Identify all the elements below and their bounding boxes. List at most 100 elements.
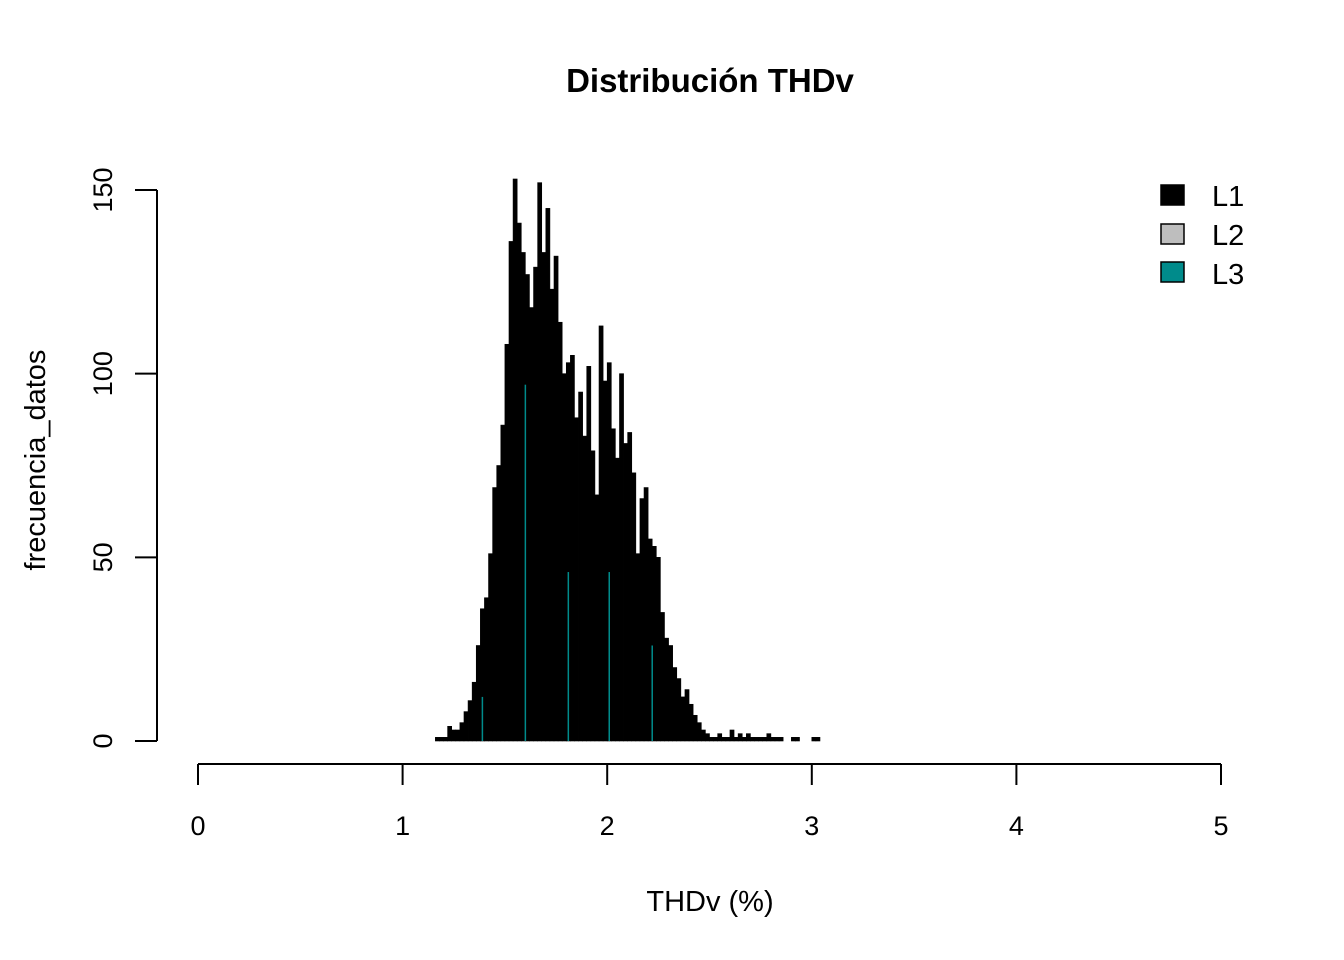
bar-l1-2.84 [778, 737, 784, 742]
bar-l1-2.44 [696, 722, 702, 742]
x-tick-label-5: 5 [1213, 811, 1228, 841]
bar-l1-2.70 [750, 737, 755, 742]
y-tick-label-100: 100 [88, 351, 118, 396]
bar-l1-1.54 [512, 178, 518, 742]
bar-l1-1.30 [463, 711, 469, 742]
x-tick-label-1: 1 [395, 811, 410, 841]
bar-l1-2.08 [623, 443, 628, 742]
bar-l1-1.48 [500, 424, 506, 742]
bar-l1-1.34 [471, 681, 477, 742]
bar-l1-2.50 [709, 737, 714, 742]
bar-l1-2.68 [746, 733, 751, 742]
bar-l1-2.72 [754, 737, 759, 742]
bar-l1-2.66 [741, 737, 747, 742]
bar-l1-1.50 [504, 343, 510, 742]
bar-l1-1.96 [598, 325, 604, 742]
bar-l1-2.32 [672, 667, 678, 742]
bar-l1-1.56 [516, 222, 522, 742]
bar-l1-2.06 [619, 373, 624, 742]
bar-l1-3.02 [815, 737, 821, 742]
bar-l1-2.48 [705, 733, 710, 742]
bar-l1-1.84 [574, 417, 579, 742]
bar-l1-2.12 [631, 472, 637, 742]
bar-l1-2.82 [774, 737, 780, 742]
y-tick-label-0: 0 [88, 733, 118, 748]
bar-l1-1.16 [435, 737, 440, 742]
bar-l1-2.60 [729, 729, 735, 742]
x-axis: 0 1 2 3 4 5 [190, 763, 1229, 841]
x-tick-label-0: 0 [190, 811, 205, 841]
x-axis-title: THDv (%) [646, 886, 773, 918]
bar-l1-1.18 [439, 737, 444, 742]
bar-l1-1.22 [447, 726, 452, 742]
series-l3-bars [481, 384, 653, 741]
bar-l1-1.42 [488, 553, 493, 742]
legend-swatch-l2 [1160, 223, 1185, 245]
bar-l1-2.04 [615, 457, 620, 742]
bar-l1-1.46 [496, 465, 502, 742]
y-axis: 0 50 100 150 [88, 167, 158, 749]
bar-l3-2.00 [608, 572, 610, 741]
bar-l3-2.21 [651, 645, 653, 741]
bar-l1-2.26 [660, 612, 665, 742]
bar-l1-2.78 [766, 733, 772, 742]
bar-l1-3.00 [811, 737, 817, 742]
bar-l3-1.80 [567, 572, 570, 741]
bar-l3-1.38 [481, 696, 484, 741]
bar-l1-1.20 [443, 737, 448, 742]
bar-l1-1.62 [529, 307, 534, 742]
bar-l1-1.94 [594, 494, 600, 742]
bar-l1-1.86 [578, 391, 583, 742]
bar-l1-1.88 [582, 435, 588, 742]
legend-swatch-l3 [1160, 261, 1185, 283]
bar-l1-1.52 [508, 241, 514, 742]
bar-l1-2.02 [610, 428, 616, 742]
bar-l1-2.34 [676, 678, 682, 742]
bar-l1-1.90 [586, 366, 592, 742]
bar-l3-1.59 [524, 384, 527, 741]
bar-l1-2.54 [717, 733, 723, 742]
bar-l1-2.64 [737, 733, 743, 742]
series-l1-bars [435, 178, 821, 742]
bar-l1-1.24 [451, 729, 457, 742]
bar-l1-2.74 [758, 737, 763, 742]
y-tick-label-50: 50 [88, 542, 118, 572]
bar-l1-2.80 [770, 737, 776, 742]
bar-l1-1.72 [549, 288, 555, 742]
bar-l1-1.92 [590, 450, 596, 742]
bar-l1-2.40 [688, 703, 694, 742]
bar-l1-1.40 [484, 597, 489, 742]
bar-l1-2.28 [664, 637, 669, 742]
bar-l1-2.90 [791, 737, 796, 742]
bar-l1-1.64 [533, 266, 538, 742]
bar-l1-2.38 [684, 689, 690, 742]
bar-l1-2.16 [639, 498, 645, 742]
bar-l1-1.74 [553, 255, 559, 742]
bar-l1-1.78 [561, 373, 567, 742]
x-tick-label-2: 2 [600, 811, 615, 841]
bar-l1-2.24 [655, 557, 661, 742]
bar-l1-1.98 [602, 380, 608, 742]
y-axis-title: frecuencia_datos [20, 350, 52, 571]
bar-l1-2.62 [733, 737, 739, 742]
bar-l1-2.92 [795, 737, 800, 742]
bar-l1-2.42 [692, 714, 698, 742]
bar-l1-1.28 [459, 722, 465, 742]
bar-l1-2.14 [635, 553, 641, 742]
bar-l1-2.76 [762, 737, 768, 742]
bar-l1-2.58 [725, 737, 731, 742]
bar-l1-1.82 [570, 354, 575, 742]
x-tick-label-3: 3 [804, 811, 819, 841]
legend: L1 L2 L3 [1160, 181, 1244, 291]
bar-l1-1.68 [541, 252, 547, 742]
bar-l1-1.32 [467, 700, 473, 742]
bar-l1-2.46 [701, 729, 706, 742]
bar-l1-1.70 [545, 208, 551, 742]
bar-l1-1.36 [475, 645, 481, 742]
bar-l1-1.76 [557, 321, 563, 742]
legend-swatch-l1 [1160, 184, 1185, 206]
y-tick-label-150: 150 [88, 167, 118, 212]
bar-l1-2.10 [627, 432, 633, 742]
legend-label-l1: L1 [1212, 181, 1244, 213]
